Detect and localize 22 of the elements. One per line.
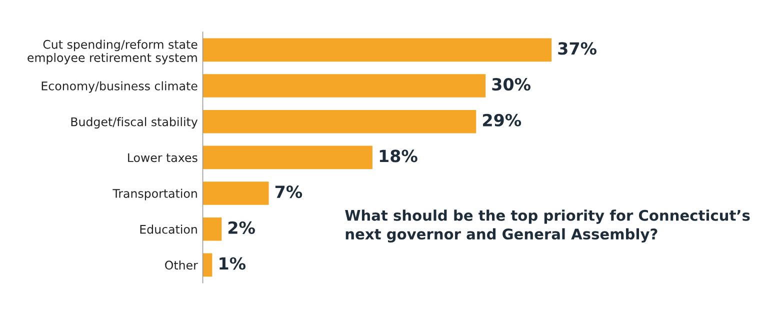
y-tick-label: Other: [165, 260, 198, 270]
bar: [202, 110, 476, 134]
y-tick-label: Budget/fiscal stability: [71, 117, 198, 129]
y-tick-label: Cut spending/reform state employee retirement system: [28, 40, 198, 64]
bar: [202, 38, 552, 62]
bar: [202, 217, 222, 241]
data-label: 29%: [483, 114, 522, 126]
bar: [202, 253, 212, 277]
data-label: 2%: [228, 221, 255, 234]
data-label: 1%: [220, 257, 246, 270]
y-tick-label: Lower taxes: [128, 153, 198, 162]
text: What should be the top priority for Connecticut’s next governor and General Assembly?: [345, 210, 750, 242]
data-label: 37%: [558, 42, 596, 55]
y-tick-label: Economy/business climate: [42, 81, 198, 93]
data-label: 7%: [275, 186, 302, 198]
y-tick-label: Education: [140, 224, 197, 234]
y-tick-label: Transportation: [112, 188, 197, 200]
data-label: 30%: [492, 78, 530, 91]
data-label: 18%: [380, 150, 418, 162]
bar: [202, 146, 372, 170]
bar: [202, 74, 486, 98]
bar: [202, 182, 269, 205]
